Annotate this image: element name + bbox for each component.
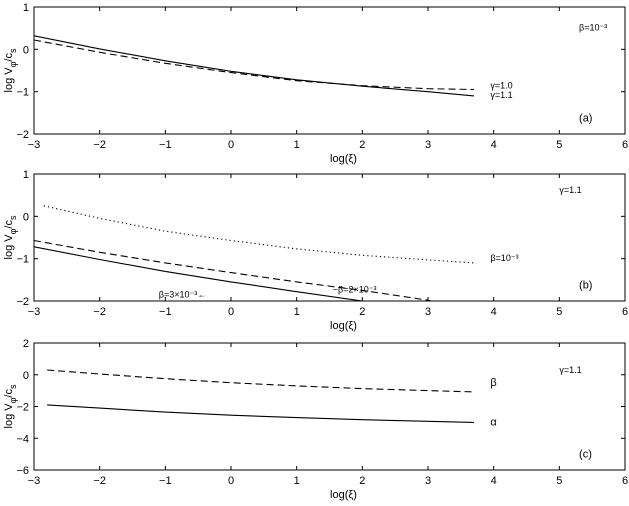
y-axis-label: log Vφ/cs	[3, 215, 18, 259]
x-tick-label: −1	[159, 306, 172, 318]
plot-frame	[33, 173, 626, 302]
x-tick-label: −1	[159, 139, 172, 151]
y-tick-label: −2	[16, 296, 29, 308]
y-axis-label: log Vφ/cs	[3, 48, 18, 92]
y-tick-label: 1	[23, 2, 29, 14]
x-tick-label: −2	[93, 306, 106, 318]
x-tick-label: −1	[159, 475, 172, 487]
x-tick-label: 4	[491, 306, 497, 318]
series-line-solid	[34, 246, 363, 301]
annotation: β=10⁻³	[490, 253, 518, 263]
series-line-dotted	[43, 205, 475, 264]
series-line-solid	[47, 404, 475, 423]
y-tick-label: −2	[16, 402, 29, 414]
annotation: γ=1.1	[490, 90, 512, 100]
x-tick-label: 5	[556, 139, 562, 151]
panel-label: (b)	[579, 279, 592, 291]
plot-frame	[33, 6, 626, 135]
panel-label: (c)	[579, 448, 592, 460]
x-tick-label: 1	[294, 306, 300, 318]
y-tick-label: 0	[23, 44, 29, 56]
x-tick-label: 1	[294, 475, 300, 487]
plot-frame	[33, 342, 626, 471]
x-tick-label: 0	[228, 306, 234, 318]
y-tick-label: −2	[16, 129, 29, 141]
x-tick-label: 5	[556, 306, 562, 318]
x-tick-label: 2	[359, 139, 365, 151]
series-line-dashed	[34, 39, 475, 91]
annotation: γ=1.1	[559, 365, 581, 375]
x-tick-label: 4	[491, 475, 497, 487]
y-tick-label: −4	[16, 433, 29, 445]
x-tick-label: 6	[622, 475, 628, 487]
x-tick-label: 4	[491, 139, 497, 151]
x-tick-label: 6	[622, 306, 628, 318]
panel-label: (a)	[579, 112, 592, 124]
annotation: β=10⁻³	[579, 22, 607, 32]
series-line-solid	[34, 35, 475, 97]
x-tick-label: 2	[359, 306, 365, 318]
y-tick-label: −6	[16, 465, 29, 477]
x-tick-label: −2	[93, 139, 106, 151]
annotation: α	[490, 417, 497, 429]
x-tick-label: −3	[28, 139, 41, 151]
y-tick-label: 1	[23, 169, 29, 181]
annotation: β=3×10⁻³←	[159, 290, 206, 300]
x-tick-label: −3	[28, 475, 41, 487]
x-tick-label: 6	[622, 139, 628, 151]
x-axis-label: log(ξ)	[330, 153, 357, 165]
y-tick-label: 2	[23, 338, 29, 350]
x-tick-label: 3	[425, 475, 431, 487]
annotation: γ=1.0	[490, 80, 512, 90]
x-tick-label: 1	[294, 139, 300, 151]
series-line-dashed	[47, 369, 475, 393]
annotation: −β=2×10⁻³	[333, 285, 377, 295]
y-tick-label: 0	[23, 370, 29, 382]
x-tick-label: −3	[28, 306, 41, 318]
x-tick-label: 0	[228, 139, 234, 151]
x-tick-label: 3	[425, 139, 431, 151]
x-tick-label: 5	[556, 475, 562, 487]
x-axis-label: log(ξ)	[330, 320, 357, 332]
annotation: β	[490, 377, 496, 389]
x-tick-label: 0	[228, 475, 234, 487]
y-axis-label: log Vφ/cs	[3, 384, 18, 428]
x-tick-label: 3	[425, 306, 431, 318]
y-tick-label: −1	[16, 254, 29, 266]
annotation: γ=1.1	[559, 185, 581, 195]
x-axis-label: log(ξ)	[330, 489, 357, 501]
x-tick-label: 2	[359, 475, 365, 487]
series-line-dashed	[34, 239, 432, 301]
y-tick-label: 0	[23, 211, 29, 223]
x-tick-label: −2	[93, 475, 106, 487]
y-tick-label: −1	[16, 87, 29, 99]
